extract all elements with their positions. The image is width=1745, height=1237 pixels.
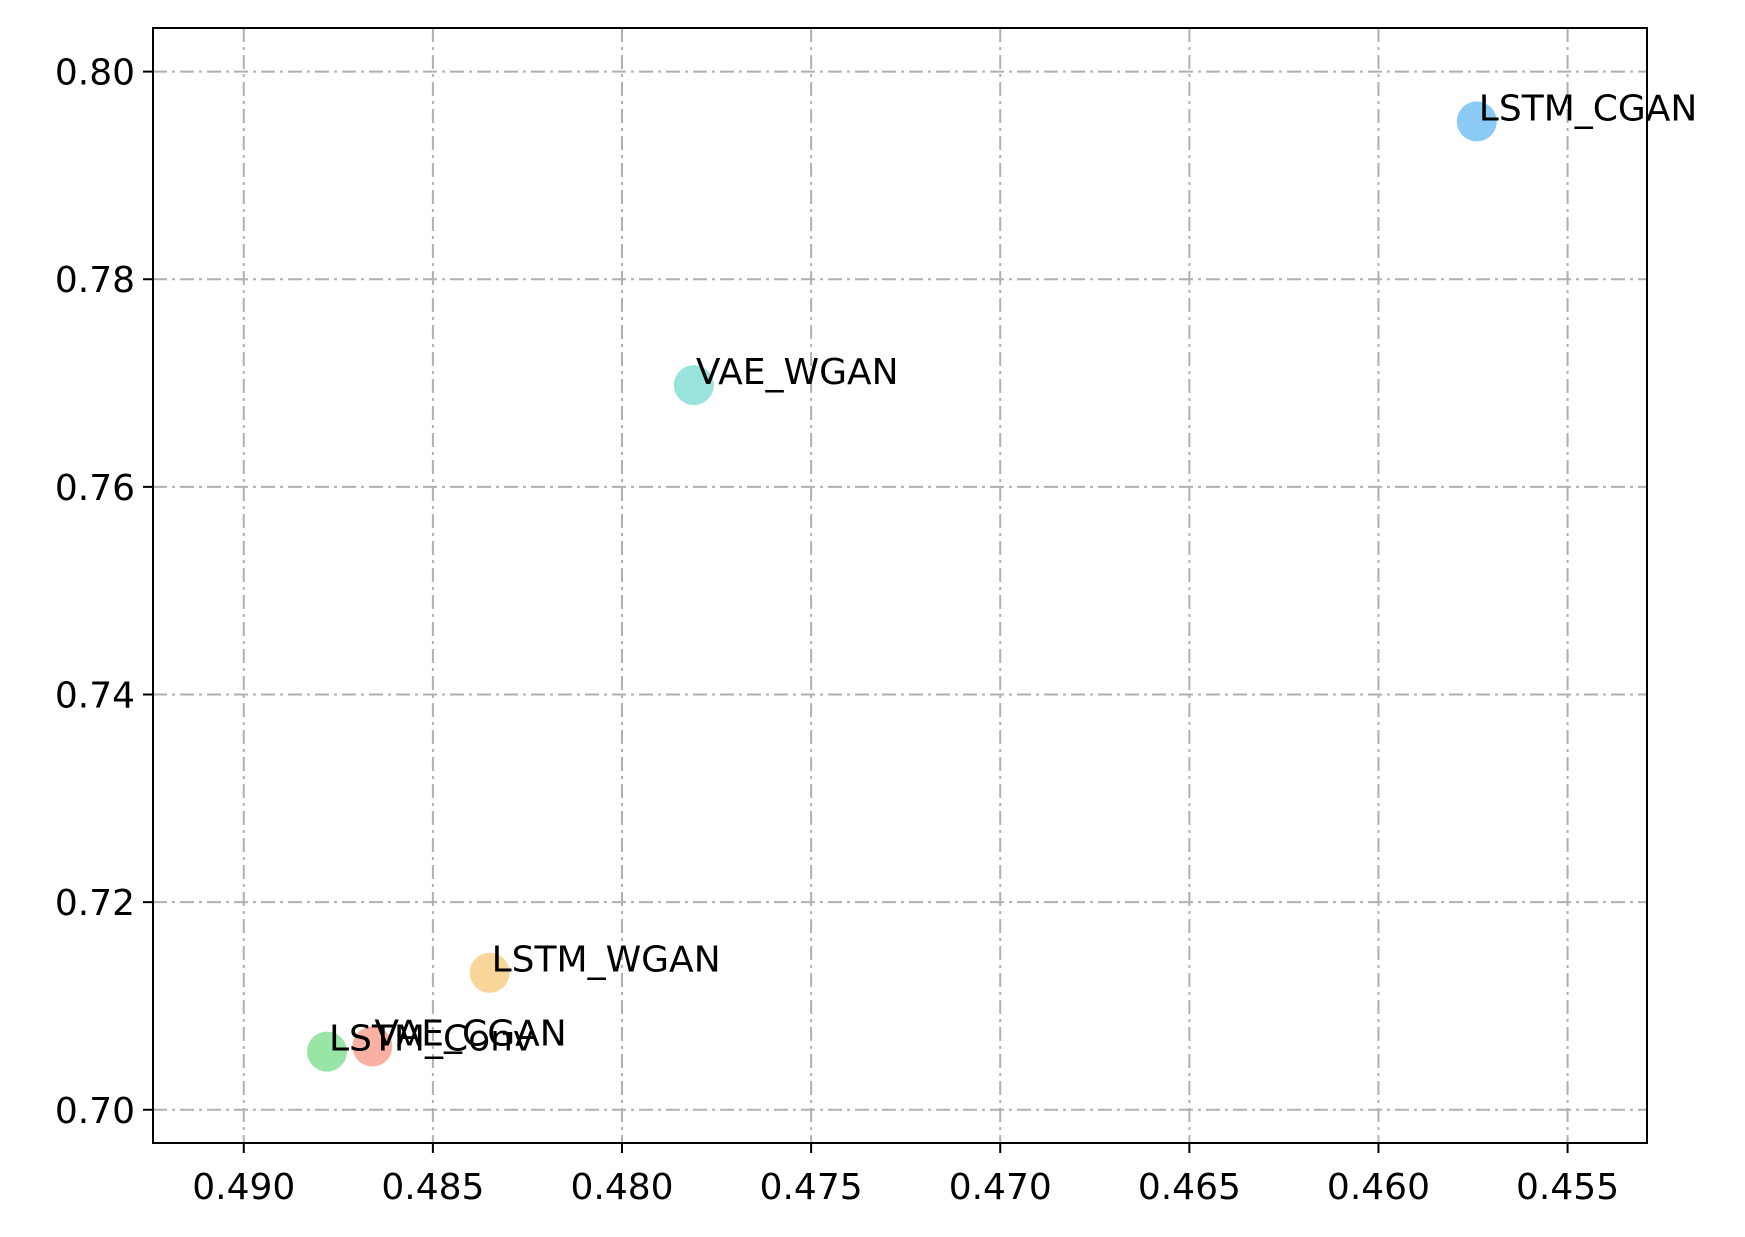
- x-axis-ticks: 0.490 0.485 0.480 0.475 0.470 0.465 0.460 0.455: [192, 1143, 1619, 1208]
- x-tick-label: 0.485: [381, 1167, 484, 1208]
- data-point: [352, 1026, 393, 1067]
- x-tick-label: 0.475: [760, 1167, 863, 1208]
- y-tick-label: 0.74: [55, 676, 135, 717]
- data-point: [1456, 101, 1497, 142]
- y-tick-label: 0.78: [55, 260, 135, 301]
- y-axis-ticks: 0.70 0.72 0.74 0.76 0.78 0.80: [55, 53, 153, 1132]
- point-labels: LSTM_CGAN VAE_WGAN LSTM_WGAN VAE_CGANLSTM_C…: [329, 88, 1697, 1059]
- point-label: VAE_CGAN: [374, 1013, 566, 1054]
- grid-lines: [153, 28, 1647, 1143]
- plot-background: [153, 28, 1647, 1143]
- data-point: [306, 1031, 347, 1072]
- y-tick-label: 0.72: [55, 883, 135, 924]
- point-label: LSTM_WGAN: [492, 940, 721, 981]
- point-label: LSTM_CGAN: [1479, 88, 1698, 129]
- x-tick-label: 0.465: [1138, 1167, 1241, 1208]
- data-point: [673, 365, 714, 406]
- data-points: [306, 101, 1497, 1072]
- y-tick-label: 0.80: [55, 53, 135, 94]
- x-tick-label: 0.460: [1327, 1167, 1430, 1208]
- x-tick-label: 0.455: [1516, 1167, 1619, 1208]
- plot-frame: [152, 27, 1648, 1144]
- data-point: [469, 952, 510, 993]
- x-tick-label: 0.480: [570, 1167, 673, 1208]
- x-tick-label: 0.470: [949, 1167, 1052, 1208]
- x-tick-label: 0.490: [192, 1167, 295, 1208]
- point-label: LSTM_Conv: [329, 1019, 534, 1060]
- y-tick-label: 0.76: [55, 468, 135, 509]
- y-tick-label: 0.70: [55, 1091, 135, 1132]
- point-label: VAE_WGAN: [696, 352, 899, 393]
